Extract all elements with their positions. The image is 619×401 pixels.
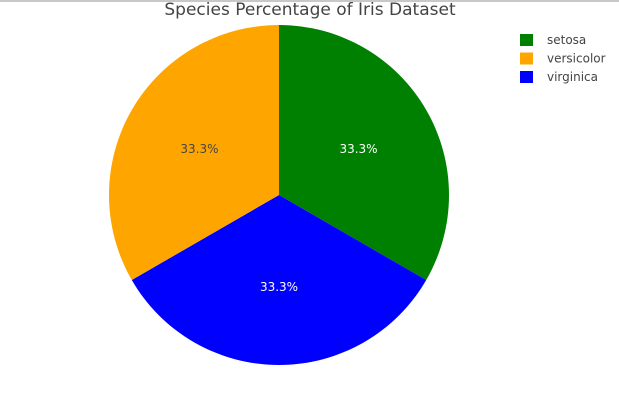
legend-item-virginica[interactable]: virginica xyxy=(520,70,598,84)
chart-title: Species Percentage of Iris Dataset xyxy=(164,0,456,20)
legend-label: setosa xyxy=(547,33,586,47)
slice-versicolor[interactable] xyxy=(109,25,279,280)
top-border xyxy=(0,0,619,2)
legend-item-versicolor[interactable]: versicolor xyxy=(520,52,606,66)
legend-swatch xyxy=(520,34,533,46)
legend-label: versicolor xyxy=(547,52,606,66)
slice-label-versicolor: 33.3% xyxy=(180,142,218,156)
legend-label: virginica xyxy=(547,70,598,84)
slice-setosa[interactable] xyxy=(279,25,449,280)
legend-swatch xyxy=(520,52,533,65)
legend-swatch xyxy=(520,71,533,83)
slice-virginica[interactable] xyxy=(131,195,427,365)
slice-label-setosa: 33.3% xyxy=(339,142,377,156)
legend: setosa versicolor virginica xyxy=(520,33,606,84)
slice-label-virginica: 33.3% xyxy=(260,280,298,294)
legend-item-setosa[interactable]: setosa xyxy=(520,33,586,47)
